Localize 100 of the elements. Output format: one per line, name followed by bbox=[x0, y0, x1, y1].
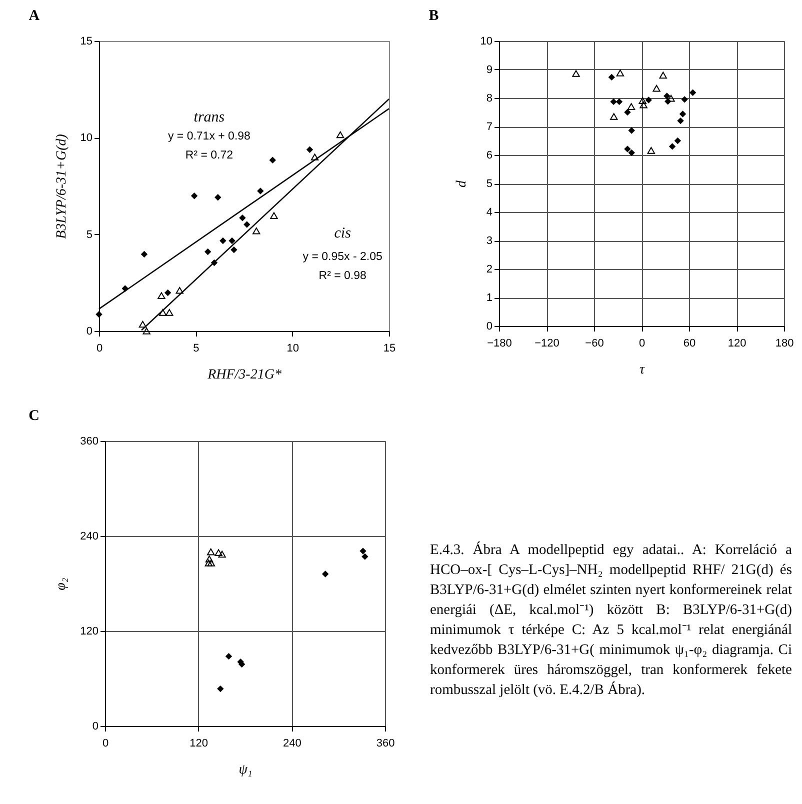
point bbox=[322, 570, 329, 578]
point bbox=[647, 147, 656, 154]
point bbox=[624, 146, 631, 152]
annotation: y = 0.71x + 0.98 bbox=[168, 130, 250, 143]
point bbox=[190, 192, 198, 200]
point bbox=[336, 131, 344, 138]
annotation: y = 0.95x - 2.05 bbox=[302, 251, 382, 264]
y-tick-label: 15 bbox=[80, 36, 92, 48]
point bbox=[122, 285, 128, 292]
point bbox=[166, 309, 174, 316]
point bbox=[310, 154, 319, 160]
x-tick-label: 0 bbox=[102, 738, 109, 750]
y-tick-label: 5 bbox=[486, 178, 492, 190]
annotation: trans bbox=[194, 109, 225, 126]
point bbox=[664, 92, 670, 100]
point bbox=[225, 652, 232, 660]
point bbox=[210, 259, 218, 266]
x-tick-label: 15 bbox=[383, 342, 396, 354]
y-tick-label: 3 bbox=[486, 235, 492, 247]
y-tick-label: 5 bbox=[86, 228, 92, 241]
point bbox=[269, 156, 276, 164]
y-axis-title: B3LYP/6-31+G(d) bbox=[54, 134, 70, 239]
x-tick-label: 5 bbox=[193, 342, 200, 354]
point bbox=[627, 103, 636, 110]
y-tick-label: 7 bbox=[486, 121, 492, 133]
point bbox=[681, 96, 688, 103]
point bbox=[306, 146, 314, 154]
point bbox=[674, 137, 682, 144]
x-tick-label: −60 bbox=[585, 338, 604, 350]
point bbox=[610, 113, 618, 120]
annotation: cis bbox=[334, 225, 352, 242]
x-tick-label: 360 bbox=[376, 738, 395, 750]
point bbox=[677, 117, 684, 124]
point bbox=[214, 194, 222, 201]
point bbox=[138, 320, 147, 328]
y-tick-label: 9 bbox=[486, 64, 492, 76]
y-tick-label: 1 bbox=[486, 292, 492, 304]
point bbox=[679, 110, 686, 118]
x-axis-title: τ bbox=[639, 362, 646, 378]
point bbox=[610, 98, 617, 106]
point bbox=[659, 72, 667, 79]
point bbox=[207, 548, 215, 556]
x-axis-title: RHF/3-21G* bbox=[206, 368, 282, 382]
point bbox=[218, 550, 226, 558]
point bbox=[207, 560, 216, 566]
point bbox=[572, 70, 580, 77]
y-axis-title: d bbox=[454, 180, 470, 188]
point bbox=[668, 143, 676, 150]
x-tick-label: −180 bbox=[487, 338, 512, 350]
annotation: R² = 0.72 bbox=[185, 150, 234, 162]
point bbox=[689, 89, 696, 96]
x-tick-label: 240 bbox=[282, 738, 302, 750]
point bbox=[217, 685, 224, 692]
point bbox=[204, 560, 213, 566]
y-tick-label: 10 bbox=[80, 132, 92, 144]
point bbox=[205, 556, 214, 562]
point bbox=[176, 286, 184, 294]
point bbox=[204, 248, 212, 256]
x-tick-label: 120 bbox=[728, 338, 746, 350]
x-tick-label: 180 bbox=[775, 338, 794, 350]
y-tick-label: 2 bbox=[486, 264, 492, 276]
y-tick-label: 8 bbox=[486, 92, 492, 104]
y-tick-label: 360 bbox=[80, 436, 98, 448]
point bbox=[362, 553, 368, 560]
y-tick-label: 4 bbox=[486, 206, 492, 218]
point bbox=[239, 214, 246, 222]
point bbox=[652, 84, 660, 92]
x-tick-label: 10 bbox=[286, 342, 299, 354]
point bbox=[257, 188, 264, 194]
point bbox=[214, 549, 222, 556]
x-axis-title: ψ₁ bbox=[238, 762, 252, 778]
chart-title: A bbox=[28, 8, 40, 24]
point bbox=[628, 149, 635, 156]
point bbox=[228, 237, 236, 244]
point bbox=[158, 309, 167, 316]
y-tick-label: 240 bbox=[80, 530, 98, 542]
point bbox=[252, 227, 260, 234]
point bbox=[270, 212, 278, 219]
point bbox=[220, 237, 226, 244]
point bbox=[158, 292, 166, 300]
annotation: R² = 0.98 bbox=[318, 270, 366, 282]
point bbox=[96, 311, 102, 318]
point bbox=[638, 97, 646, 104]
x-tick-label: 0 bbox=[638, 338, 646, 350]
point bbox=[230, 246, 238, 254]
y-tick-label: 6 bbox=[486, 150, 492, 162]
point bbox=[244, 221, 250, 228]
chart-title: C bbox=[28, 408, 40, 424]
y-axis-title: φ₂ bbox=[54, 578, 70, 590]
point bbox=[360, 548, 366, 554]
y-tick-label: 0 bbox=[92, 720, 98, 732]
point bbox=[645, 96, 652, 104]
point bbox=[140, 250, 148, 258]
point bbox=[142, 328, 150, 334]
point bbox=[608, 74, 616, 81]
x-tick-label: −120 bbox=[534, 338, 560, 350]
point bbox=[164, 289, 172, 296]
point bbox=[628, 127, 635, 134]
x-tick-label: 120 bbox=[190, 738, 208, 750]
x-tick-label: 60 bbox=[683, 338, 696, 350]
